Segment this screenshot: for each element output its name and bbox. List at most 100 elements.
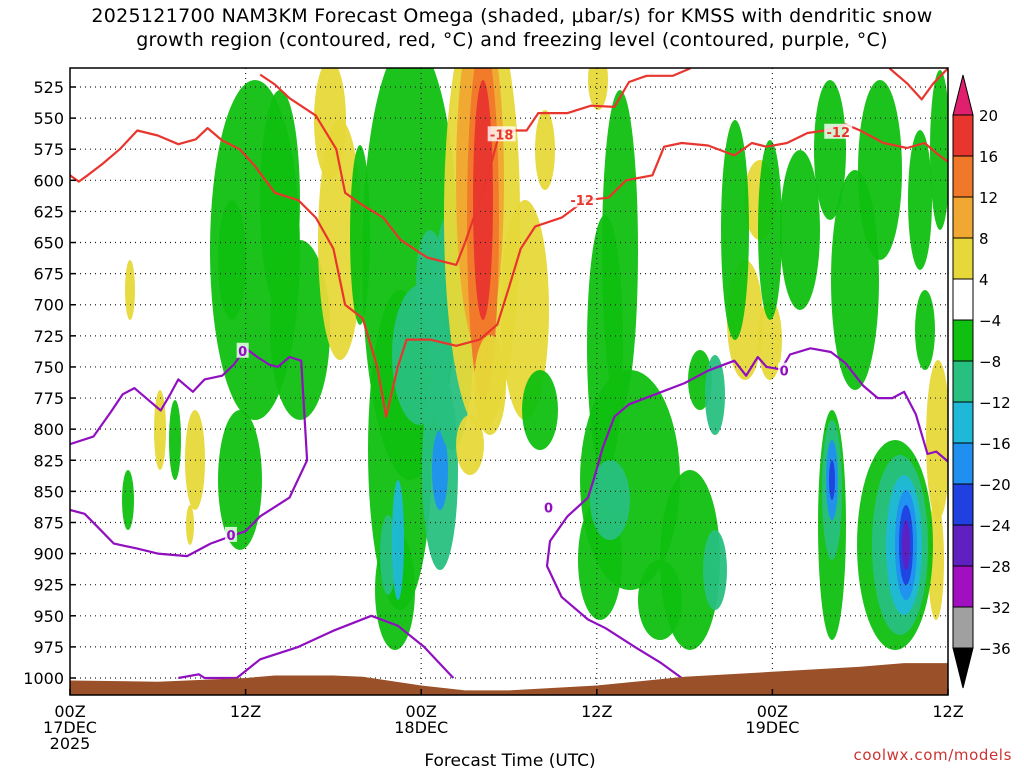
omega-blob-39 [758,300,782,380]
y-tick-label-525: 525 [33,78,64,97]
colorbar-segment-2 [952,155,974,198]
omega-blob-23 [474,335,506,435]
omega-blob-50 [926,360,948,520]
contour-label-bg-3 [236,342,249,358]
omega-blob-25 [535,110,555,190]
colorbar-segment-10 [952,483,974,526]
colorbar-label-10: −24 [979,517,1011,535]
contour-label-6: 0 [544,502,553,517]
x-tick-label-4-1: 19DEC [745,718,799,737]
omega-shading [122,68,948,650]
contour-line-1 [259,68,691,266]
colorbar-segment-13 [952,606,974,649]
x-tick-label-4-0: 00Z [757,702,788,721]
colorbar-segment-5 [952,278,974,321]
y-tick-label-625: 625 [33,202,64,221]
colorbar-segment-11 [952,524,974,567]
omega-blob-6 [314,68,346,180]
omega-blob-55 [829,460,835,500]
y-tick-label-725: 725 [33,327,64,346]
x-tick-label-2-1: 18DEC [394,718,448,737]
colorbar-top-triangle [952,74,974,116]
axes: 525 550 575 600 625 650 675 700 725 750 775 800 825 8… [23,67,964,753]
contour-label-1: -12 [570,194,594,209]
contour-label-bg-5 [778,362,791,378]
omega-blob-33 [703,530,727,610]
colorbar-label-4: 4 [979,271,989,289]
terrain-fill [70,663,948,695]
title-line-1: 2025121700 NAM3KM Forecast Omega (shaded… [91,5,933,27]
colorbar-label-12: −32 [979,599,1011,617]
y-tick-label-825: 825 [33,451,64,470]
omega-blob-42 [758,140,782,320]
x-tick-label-2-0: 00Z [406,702,437,721]
omega-blob-24 [456,415,484,475]
colorbar-segment-3 [952,196,974,239]
terrain [70,663,948,695]
contour-line-2 [888,68,948,101]
y-tick-label-875: 875 [33,513,64,532]
x-tick-label-0-1: 17DEC [43,718,97,737]
colorbar-label-13: −36 [979,640,1011,658]
y-tick-label-850: 850 [33,482,64,501]
y-tick-label-775: 775 [33,389,64,408]
omega-blob-13 [432,430,448,510]
colorbar: 20 16 12 8 4 −4 −8 −12 −16 −20 −24 −28 −32 −36 [952,74,1011,689]
colorbar-segment-7 [952,360,974,403]
colorbar-label-0: 20 [979,107,998,125]
contour-label-0: -18 [490,128,514,143]
omega-blob-44 [814,80,846,220]
contour-label-bg-6 [542,499,555,515]
omega-blob-35 [590,460,630,540]
x-tick-label-0-0: 00Z [54,702,85,721]
colorbar-label-11: −28 [979,558,1011,576]
contour-label-bg-4 [224,526,237,542]
contour-label-2: -12 [827,126,851,141]
credit-link[interactable]: coolwx.com/models [853,746,1012,764]
contour-label-3: 0 [238,345,247,360]
omega-blob-61 [902,520,910,570]
omega-blob-63 [169,400,181,480]
colorbar-segment-8 [952,401,974,444]
omega-blob-37 [705,355,725,435]
colorbar-label-1: 16 [979,148,998,166]
omega-blob-26 [588,68,608,110]
omega-blob-47 [908,130,932,270]
y-tick-label-925: 925 [33,576,64,595]
plot-frame [69,67,949,696]
y-tick-label-900: 900 [33,545,64,564]
y-tick-label-975: 975 [33,638,64,657]
omega-blob-67 [186,505,194,545]
omega-blob-46 [858,80,902,260]
colorbar-label-2: 12 [979,189,998,207]
contour-label-4: 0 [226,529,235,544]
chart-title: 2025121700 NAM3KM Forecast Omega (shaded… [0,4,1024,52]
x-tick-label-0-2: 2025 [50,734,91,753]
omega-blob-62 [154,390,166,470]
x-tick-label-1-0: 12Z [230,702,261,721]
omega-blob-43 [780,150,820,310]
colorbar-label-5: −4 [979,312,1001,330]
omega-blob-15 [392,480,404,600]
omega-blob-3 [218,410,262,550]
omega-blob-48 [930,70,948,230]
colorbar-segment-6 [952,319,974,362]
contour-label-bg-0 [487,126,516,142]
y-tick-label-550: 550 [33,109,64,128]
y-tick-label-575: 575 [33,140,64,159]
omega-blob-34 [638,560,682,640]
omega-blob-4 [218,200,246,320]
colorbar-label-6: −8 [979,353,1001,371]
y-tick-label-600: 600 [33,171,64,190]
omega-blob-49 [915,290,935,370]
colorbar-bottom-triangle [952,647,974,689]
y-tick-label-675: 675 [33,265,64,284]
omega-blob-41 [721,120,749,340]
omega-blob-21 [473,80,493,320]
colorbar-label-9: −20 [979,476,1011,494]
x-tick-label-5-0: 12Z [932,702,963,721]
contour-line-5 [545,347,948,679]
contour-label-bg-2 [824,123,853,139]
y-tick-label-750: 750 [33,358,64,377]
